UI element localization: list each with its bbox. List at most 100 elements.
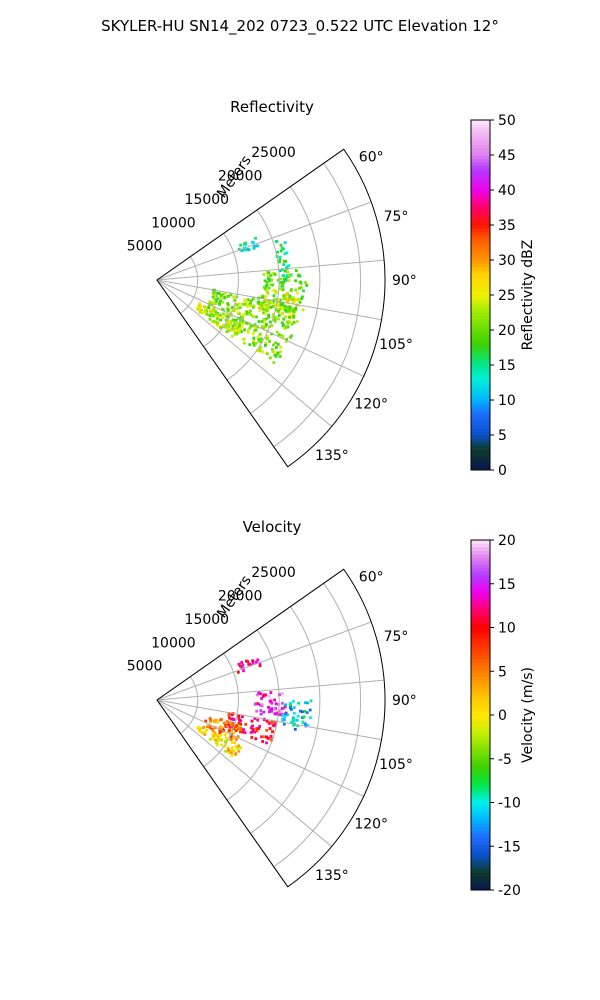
echo-cell: [278, 260, 281, 264]
colorbar-segment: [471, 676, 490, 681]
echo-cell: [247, 303, 250, 307]
echo-cell: [281, 335, 285, 339]
echo-cell: [234, 752, 238, 756]
colorbar-segment: [471, 876, 490, 880]
echo-cell: [286, 713, 289, 717]
echo-cell: [248, 304, 252, 308]
colorbar-segment: [471, 711, 490, 716]
colorbar-segment: [471, 270, 490, 275]
colorbar-segment: [471, 260, 490, 264]
echo-cell: [214, 310, 218, 313]
echo-cell: [230, 713, 234, 716]
colorbar-segment: [471, 337, 490, 341]
echo-cell: [270, 707, 274, 710]
azimuth-tick-label: 135°: [315, 448, 349, 464]
azimuth-gridline: [156, 699, 332, 847]
echo-cell: [270, 709, 274, 713]
colorbar-segment: [471, 267, 490, 271]
echo-cell: [236, 307, 239, 311]
echo-cell: [216, 720, 219, 724]
colorbar-segment: [471, 659, 490, 663]
echo-cell: [203, 730, 207, 733]
echo-cell: [265, 352, 269, 356]
colorbar-segment: [471, 410, 490, 415]
echo-cell: [278, 713, 282, 717]
echo-cell: [245, 310, 249, 314]
colorbar-segment: [471, 725, 490, 730]
echo-cell: [230, 314, 234, 318]
echo-cell: [218, 731, 222, 735]
echo-cell: [199, 305, 202, 308]
echo-region: [237, 236, 259, 253]
colorbar-segment: [471, 326, 490, 331]
echo-cell: [278, 257, 282, 261]
echo-cell: [252, 304, 256, 308]
echo-cell: [298, 300, 302, 304]
echo-cell: [286, 325, 290, 329]
echo-cell: [289, 335, 292, 339]
echo-cell: [278, 255, 282, 259]
echo-cell: [234, 729, 238, 732]
echo-cell: [208, 300, 212, 304]
colorbar-segment: [471, 204, 490, 208]
colorbar-segment: [471, 393, 490, 397]
echo-cell: [263, 308, 267, 311]
echo-cell: [289, 703, 292, 707]
echo-cell: [211, 314, 215, 317]
echo-cell: [281, 714, 284, 718]
azimuth-gridline: [156, 621, 372, 701]
echo-cell: [209, 737, 212, 741]
echo-cell: [265, 735, 268, 739]
colorbar-segment: [471, 547, 490, 551]
azimuth-gridline: [156, 279, 382, 321]
colorbar-segment: [471, 246, 490, 250]
echo-cell: [292, 299, 296, 303]
echo-cell: [205, 728, 208, 732]
echo-cell: [298, 274, 302, 278]
echo-cell: [277, 317, 280, 321]
echo-cell: [262, 320, 266, 324]
echo-cell: [251, 332, 255, 335]
echo-cell: [263, 298, 267, 302]
colorbar-segment: [471, 620, 490, 625]
echo-cell: [255, 727, 259, 730]
echo-field: [196, 658, 313, 757]
colorbar-segment: [471, 704, 490, 709]
echo-cell: [282, 294, 286, 297]
echo-cell: [237, 717, 241, 720]
echo-cell: [300, 297, 304, 301]
echo-cell: [274, 240, 278, 243]
echo-cell: [258, 306, 261, 310]
echo-cell: [226, 307, 230, 311]
echo-cell: [251, 724, 254, 728]
echo-cell: [274, 712, 277, 716]
echo-cell: [232, 749, 236, 753]
echo-cell: [244, 723, 248, 726]
echo-cell: [216, 737, 220, 741]
echo-field: [196, 236, 309, 364]
range-ring: [273, 162, 361, 448]
echo-cell: [278, 709, 281, 713]
colorbar-segment: [471, 435, 490, 439]
echo-cell: [218, 302, 221, 306]
echo-cell: [239, 243, 242, 247]
echo-cell: [240, 330, 243, 333]
echo-cell: [212, 734, 215, 738]
colorbar-segment: [471, 253, 490, 257]
echo-cell: [216, 739, 220, 743]
echo-cell: [225, 330, 229, 334]
echo-cell: [234, 327, 237, 330]
range-tick-label: 20000: [218, 589, 263, 605]
echo-cell: [243, 341, 246, 345]
echo-cell: [265, 289, 269, 293]
echo-cell: [253, 717, 257, 720]
echo-cell: [230, 306, 234, 309]
echo-cell: [295, 320, 299, 323]
echo-cell: [248, 322, 252, 326]
echo-cell: [290, 334, 293, 338]
colorbar-tick-label: 50: [498, 113, 516, 129]
colorbar-segment: [471, 172, 490, 177]
echo-cell: [267, 271, 271, 274]
echo-cell: [223, 744, 227, 748]
echo-cell: [271, 730, 274, 733]
